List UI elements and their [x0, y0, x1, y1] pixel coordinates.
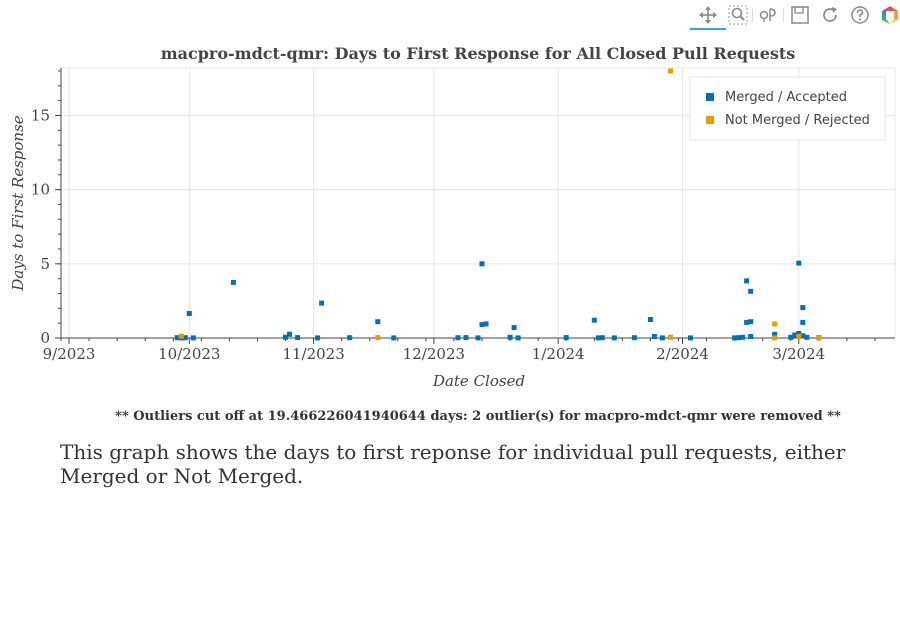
x-tick-label: 11/2023	[282, 345, 344, 363]
merged-point[interactable]	[475, 335, 481, 341]
merged-point[interactable]	[796, 331, 802, 336]
x-tick-label: 10/2023	[158, 345, 220, 363]
legend-box	[689, 76, 886, 141]
x-axis-label: Date Closed	[432, 372, 525, 390]
merged-point[interactable]	[479, 322, 485, 328]
not-merged-point[interactable]	[816, 335, 822, 341]
merged-point[interactable]	[595, 335, 601, 341]
x-tick-label: 2/2024	[656, 345, 709, 363]
not-merged-point[interactable]	[796, 334, 802, 339]
merged-point[interactable]	[792, 332, 798, 338]
y-tick-label: 15	[31, 106, 50, 124]
merged-point[interactable]	[347, 335, 353, 341]
y-axis-label: Days to First Response	[9, 115, 27, 291]
not-merged-point[interactable]	[668, 68, 673, 74]
merged-point[interactable]	[599, 335, 605, 341]
merged-point[interactable]	[748, 319, 754, 325]
merged-point[interactable]	[174, 335, 180, 341]
merged-point[interactable]	[796, 260, 802, 266]
merged-point[interactable]	[631, 335, 637, 341]
box-zoom-icon[interactable]	[727, 4, 749, 26]
merged-point[interactable]	[190, 335, 196, 341]
not-merged-point[interactable]	[772, 335, 778, 341]
merged-point[interactable]	[800, 333, 806, 339]
merged-point[interactable]	[515, 335, 521, 341]
not-merged-point[interactable]	[178, 333, 184, 339]
outlier-footnote: ** Outliers cut off at 19.46622604194064…	[115, 409, 841, 424]
merged-point[interactable]	[315, 335, 321, 341]
merged-point[interactable]	[463, 335, 469, 341]
merged-point[interactable]	[283, 334, 288, 340]
not-merged-point[interactable]	[375, 335, 381, 341]
y-tick-label: 0	[40, 329, 50, 347]
merged-point[interactable]	[800, 305, 806, 311]
legend-label-not-merged: Not Merged / Rejected	[725, 113, 870, 128]
legend: Merged / Accepted Not Merged / Rejected	[689, 76, 886, 141]
merged-point[interactable]	[483, 321, 489, 327]
chart-toolbar	[690, 0, 900, 30]
scatter-chart: macpro-mdct-qmr: Days to First Response …	[9, 44, 896, 390]
data-points[interactable]	[174, 68, 822, 341]
not-merged-point[interactable]	[772, 321, 778, 327]
merged-point[interactable]	[186, 311, 192, 316]
merged-point[interactable]	[479, 261, 485, 267]
merged-point[interactable]	[732, 335, 738, 341]
reset-icon[interactable]	[819, 4, 841, 26]
merged-point[interactable]	[772, 331, 778, 337]
merged-point[interactable]	[748, 288, 754, 294]
legend-label-merged: Merged / Accepted	[725, 90, 847, 105]
legend-swatch-merged	[706, 93, 714, 101]
y-tick-label: 5	[40, 255, 50, 273]
merged-point[interactable]	[748, 334, 754, 339]
merged-point[interactable]	[295, 335, 301, 341]
x-tick-label: 1/2024	[532, 345, 585, 363]
merged-point[interactable]	[651, 334, 657, 339]
y-tick-label: 10	[31, 181, 50, 199]
merged-point[interactable]	[804, 334, 810, 340]
legend-swatch-not-merged	[706, 116, 714, 124]
merged-point[interactable]	[740, 334, 746, 340]
save-icon[interactable]	[789, 4, 811, 26]
merged-point[interactable]	[647, 317, 653, 322]
merged-point[interactable]	[230, 279, 236, 285]
merged-point[interactable]	[591, 317, 597, 323]
chart-description: This graph shows the days to first repon…	[60, 440, 846, 488]
merged-point[interactable]	[455, 335, 461, 341]
wheel-zoom-icon[interactable]	[758, 4, 780, 26]
bokeh-logo-icon[interactable]	[879, 4, 900, 26]
merged-point[interactable]	[182, 335, 188, 341]
x-tick-label: 12/2023	[403, 345, 465, 363]
merged-point[interactable]	[507, 334, 513, 340]
merged-point[interactable]	[659, 335, 665, 341]
help-icon[interactable]	[849, 4, 871, 26]
merged-point[interactable]	[744, 319, 750, 325]
merged-point[interactable]	[788, 334, 794, 340]
x-tick-label: 9/2023	[43, 345, 96, 363]
not-merged-point[interactable]	[668, 334, 673, 340]
merged-point[interactable]	[287, 331, 292, 337]
chart-title: macpro-mdct-qmr: Days to First Response …	[161, 44, 796, 63]
merged-point[interactable]	[375, 319, 381, 325]
merged-point[interactable]	[688, 335, 693, 341]
merged-point[interactable]	[611, 335, 617, 341]
merged-point[interactable]	[800, 319, 806, 325]
merged-point[interactable]	[563, 335, 569, 341]
merged-point[interactable]	[736, 335, 742, 341]
merged-point[interactable]	[391, 335, 397, 341]
pan-icon[interactable]	[690, 4, 726, 30]
merged-point[interactable]	[511, 325, 517, 331]
merged-point[interactable]	[319, 300, 325, 306]
x-tick-label: 3/2024	[772, 345, 825, 363]
merged-point[interactable]	[744, 278, 750, 284]
